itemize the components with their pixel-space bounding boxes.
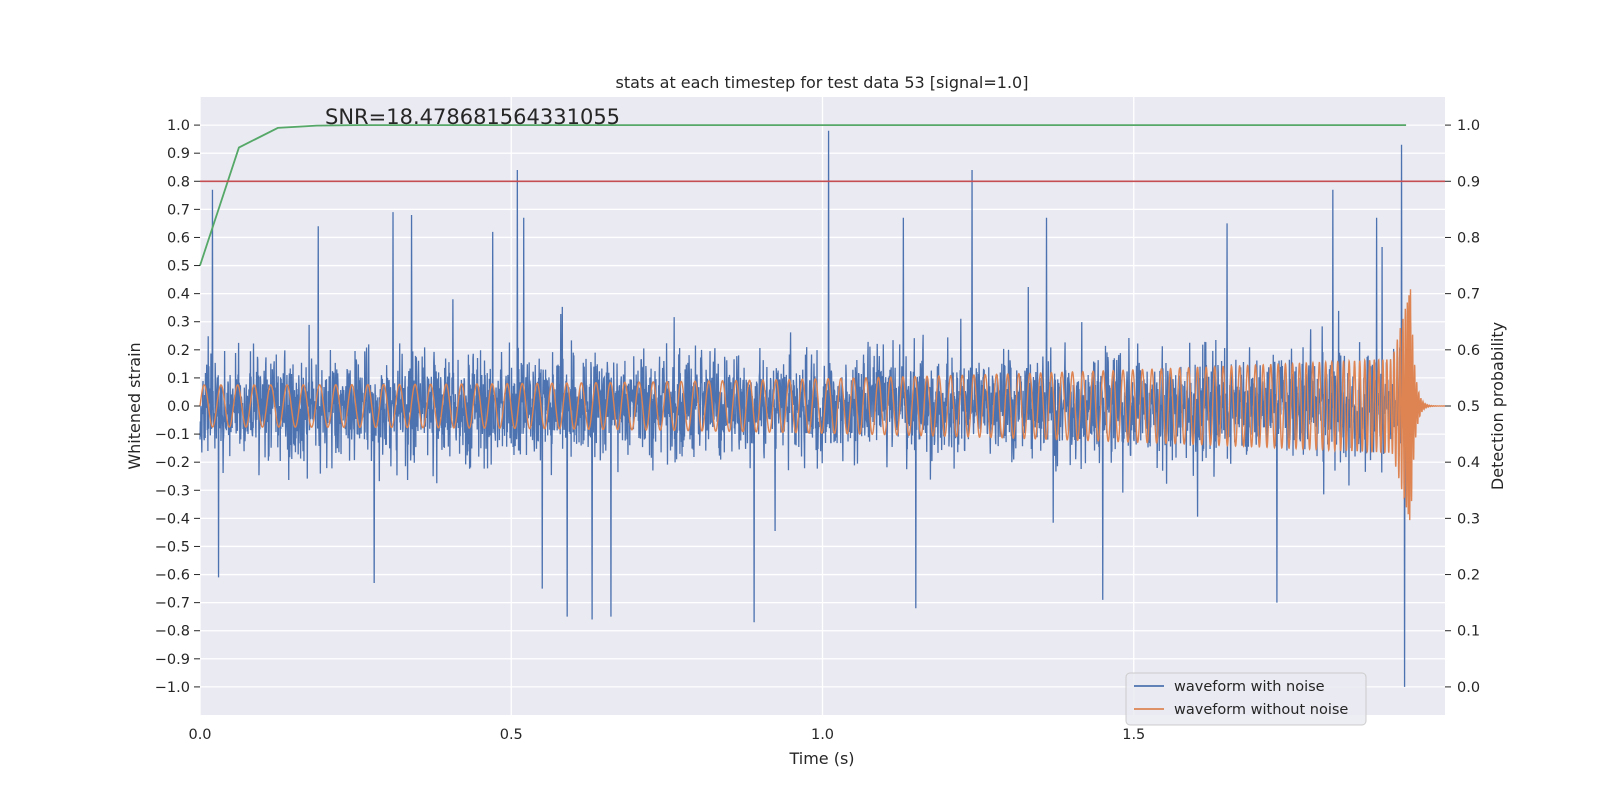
legend: waveform with noise waveform without noi… — [1125, 672, 1367, 726]
y-tick-label: −0.8 — [155, 624, 190, 640]
x-tick-label: 1.0 — [811, 727, 834, 743]
y2-tick-label: 0.2 — [1457, 568, 1480, 584]
y2-tick-label: 0.9 — [1457, 174, 1480, 190]
legend-label-noisy: waveform with noise — [1174, 679, 1325, 695]
y-tick-label: −0.1 — [155, 427, 190, 443]
x-tick-label: 0.5 — [500, 727, 523, 743]
y2-tick-label: 0.0 — [1457, 680, 1480, 696]
series-layer — [199, 124, 1445, 687]
y-tick-label: 0.7 — [167, 202, 190, 218]
y-tick-label: 0.3 — [167, 315, 190, 331]
y-tick-label: 0.4 — [167, 287, 190, 303]
y-tick-label: 0.8 — [167, 174, 190, 190]
y-tick-label: 0.6 — [167, 230, 190, 246]
y2-tick-label: 1.0 — [1457, 118, 1480, 134]
series-line-clean — [199, 289, 1445, 521]
y-tick-label: 0.5 — [167, 259, 190, 275]
y2-tick-label: 0.3 — [1457, 511, 1480, 527]
y-tick-label: 0.2 — [167, 343, 190, 359]
y-tick-label: −0.7 — [155, 596, 190, 612]
y-tick-label: −0.5 — [155, 539, 190, 555]
y2-tick-label: 0.6 — [1457, 343, 1480, 359]
series-line-probability — [199, 124, 1407, 266]
y-tick-label: −1.0 — [155, 680, 190, 696]
y-tick-label: −0.2 — [155, 455, 190, 471]
x-tick-label: 0.0 — [188, 727, 211, 743]
y2-tick-label: 0.7 — [1457, 287, 1480, 303]
y-tick-label: −0.6 — [155, 568, 190, 584]
x-tick-label: 1.5 — [1122, 727, 1145, 743]
legend-box — [1125, 672, 1367, 726]
y-tick-label: 0.9 — [167, 146, 190, 162]
y2-tick-label: 0.1 — [1457, 624, 1480, 640]
y-tick-label: −0.3 — [155, 483, 190, 499]
y2-tick-label: 0.4 — [1457, 455, 1480, 471]
series-line-noisy — [199, 130, 1408, 687]
y-tick-label: 1.0 — [167, 118, 190, 134]
y2-tick-label: 0.5 — [1457, 399, 1480, 415]
chart-title: stats at each timestep for test data 53 … — [616, 73, 1029, 92]
y-tick-label: −0.9 — [155, 652, 190, 668]
y2-axis-label: Detection probability — [1488, 322, 1507, 490]
snr-annotation: SNR=18.478681564331055 — [325, 105, 620, 129]
y-tick-label: 0.1 — [167, 371, 190, 387]
x-axis-label: Time (s) — [788, 749, 854, 768]
legend-label-clean: waveform without noise — [1174, 702, 1348, 718]
y-tick-label: 0.0 — [167, 399, 190, 415]
y-tick-label: −0.4 — [155, 511, 190, 527]
y2-tick-label: 0.8 — [1457, 230, 1480, 246]
y-axis-label: Whitened strain — [125, 342, 144, 469]
tick-labels: −1.0 −0.9 −0.8 −0.7 −0.6 −0.5 −0.4 −0.3 −0.2 −0.1… — [155, 118, 1480, 743]
